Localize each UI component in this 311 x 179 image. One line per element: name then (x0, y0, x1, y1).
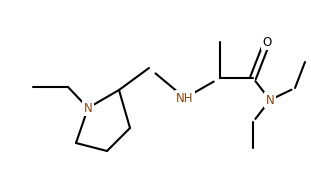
Text: NH: NH (176, 91, 194, 105)
Text: O: O (262, 35, 272, 49)
Text: N: N (84, 101, 92, 115)
Text: N: N (266, 93, 274, 107)
